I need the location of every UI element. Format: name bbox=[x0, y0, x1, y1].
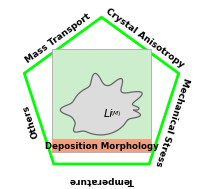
Text: Crystal Anisotropy: Crystal Anisotropy bbox=[104, 7, 185, 70]
Text: Deposition Morphology: Deposition Morphology bbox=[45, 142, 158, 151]
Polygon shape bbox=[24, 17, 178, 164]
Text: Others: Others bbox=[21, 104, 40, 139]
Bar bbox=[52, 49, 151, 152]
Text: Mechanical Stress: Mechanical Stress bbox=[153, 76, 190, 167]
Text: Li: Li bbox=[104, 109, 113, 119]
Polygon shape bbox=[60, 73, 141, 135]
Text: $_{(M)}$: $_{(M)}$ bbox=[109, 110, 121, 120]
Bar bbox=[52, 139, 151, 152]
Text: Temperature: Temperature bbox=[69, 176, 133, 185]
Text: Mass Transport: Mass Transport bbox=[23, 12, 92, 65]
